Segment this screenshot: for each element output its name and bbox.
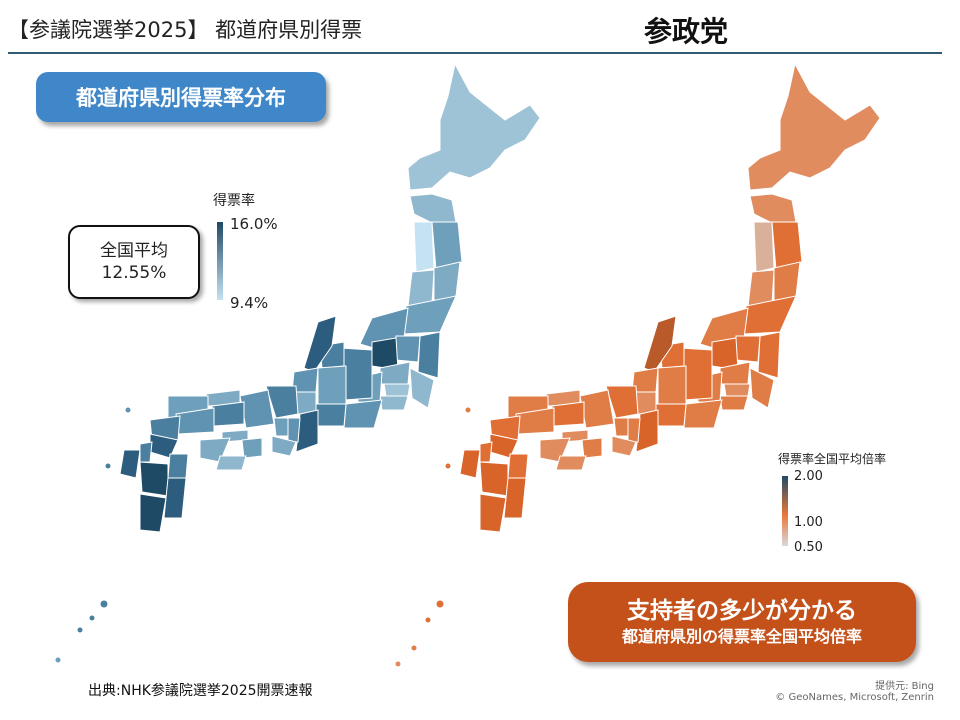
region-aichi (315, 403, 347, 427)
region-nagasaki-r (459, 449, 481, 479)
region-ishikawa (303, 315, 337, 373)
region-iwate-r (771, 221, 803, 271)
region-aomori (409, 193, 457, 223)
region-shizuoka (343, 399, 383, 429)
region-kanagawa (379, 395, 409, 411)
region-gifu-r (657, 365, 687, 405)
map-credit-provider: 提供元: Bing (875, 681, 934, 692)
region-chiba (409, 367, 435, 409)
island-dot (410, 644, 418, 652)
ratio-callout: 支持者の多少が分かる 都道府県別の得票率全国平均倍率 (568, 582, 916, 662)
region-oita (167, 453, 189, 479)
island-dot (435, 599, 445, 609)
region-saga-r (479, 441, 493, 463)
ratio-callout-title: 支持者の多少が分かる (627, 598, 857, 624)
region-tokyo (383, 383, 411, 397)
map-credit-copyright: © GeoNames, Microsoft, Zenrin (775, 692, 934, 703)
region-kumamoto (139, 461, 169, 497)
island-dot (464, 406, 472, 414)
share-legend-max: 16.0% (230, 215, 278, 233)
region-hyogo (239, 389, 275, 429)
national-average-value: 12.55% (101, 263, 167, 283)
region-tochigi (395, 335, 421, 363)
region-osaka-r (613, 417, 629, 437)
region-chiba-r (749, 367, 775, 409)
island-dot (54, 656, 62, 664)
national-average-box: 全国平均 12.55% (68, 225, 200, 299)
share-legend-min: 9.4% (230, 294, 269, 312)
region-iwate (431, 221, 463, 271)
region-kagoshima (139, 493, 167, 533)
region-shizuoka-r (683, 399, 723, 429)
island-dot (88, 614, 96, 622)
region-akita-r (753, 221, 775, 273)
region-ibaraki-r (757, 331, 781, 379)
page-title: 【参議院選挙2025】 都道府県別得票 (8, 18, 363, 42)
region-osaka (273, 417, 289, 437)
region-kyoto (265, 385, 299, 419)
legend-bar-ratio (782, 476, 788, 546)
region-okayama (211, 401, 245, 427)
region-yamagata (407, 269, 435, 307)
legend-bar-share (217, 222, 223, 300)
region-tokushima-r (581, 437, 603, 459)
region-kochi-r (555, 455, 587, 471)
region-gifu (317, 365, 347, 405)
region-kagoshima-r (479, 493, 507, 533)
region-aichi-r (655, 403, 687, 427)
share-legend-title: 得票率 (213, 193, 255, 209)
region-yamagata-r (747, 269, 775, 307)
region-kumamoto-r (479, 461, 509, 497)
source-note: 出典:NHK参議院選挙2025開票速報 (88, 683, 313, 699)
island-dot (394, 660, 402, 668)
island-dot (424, 616, 432, 624)
region-nara (287, 417, 301, 443)
region-oita-r (507, 453, 529, 479)
region-okayama-r (551, 401, 585, 427)
region-wakayama-r (611, 435, 637, 457)
region-akita (413, 221, 435, 273)
region-ishikawa-r (643, 315, 677, 373)
region-miyazaki-r (503, 477, 527, 519)
region-tochigi-r (735, 335, 761, 363)
island-dot (104, 462, 112, 470)
region-tokyo-r (723, 383, 751, 397)
region-kyoto-r (605, 385, 639, 419)
region-nagasaki (119, 449, 141, 479)
region-ibaraki (417, 331, 441, 379)
island-dot (99, 599, 109, 609)
region-nara-r (627, 417, 641, 443)
region-tokushima (241, 437, 263, 459)
party-name: 参政党 (644, 15, 729, 48)
ratio-legend-tick-mid: 1.00 (794, 515, 823, 530)
region-wakayama (271, 435, 297, 457)
island-dot (76, 626, 84, 634)
header-divider (8, 52, 942, 54)
ratio-legend-title: 得票率全国平均倍率 (778, 452, 887, 466)
island-dot (124, 406, 132, 414)
share-distribution-label: 都道府県別得票率分布 (36, 72, 326, 122)
region-kochi (215, 455, 247, 471)
region-aomori-r (749, 193, 797, 223)
ratio-callout-subtitle: 都道府県別の得票率全国平均倍率 (621, 627, 862, 646)
region-hokkaido-r (747, 62, 881, 191)
region-kanagawa-r (719, 395, 749, 411)
region-miyazaki (163, 477, 187, 519)
region-hokkaido (407, 62, 541, 191)
ratio-legend-tick-low: 0.50 (794, 540, 823, 555)
region-hyogo-r (579, 389, 615, 429)
left-map (54, 62, 541, 664)
national-average-label: 全国平均 (100, 241, 168, 261)
right-map (394, 62, 881, 668)
region-saga (139, 441, 153, 463)
ratio-legend-tick-high: 2.00 (794, 469, 823, 484)
island-dot (444, 462, 452, 470)
